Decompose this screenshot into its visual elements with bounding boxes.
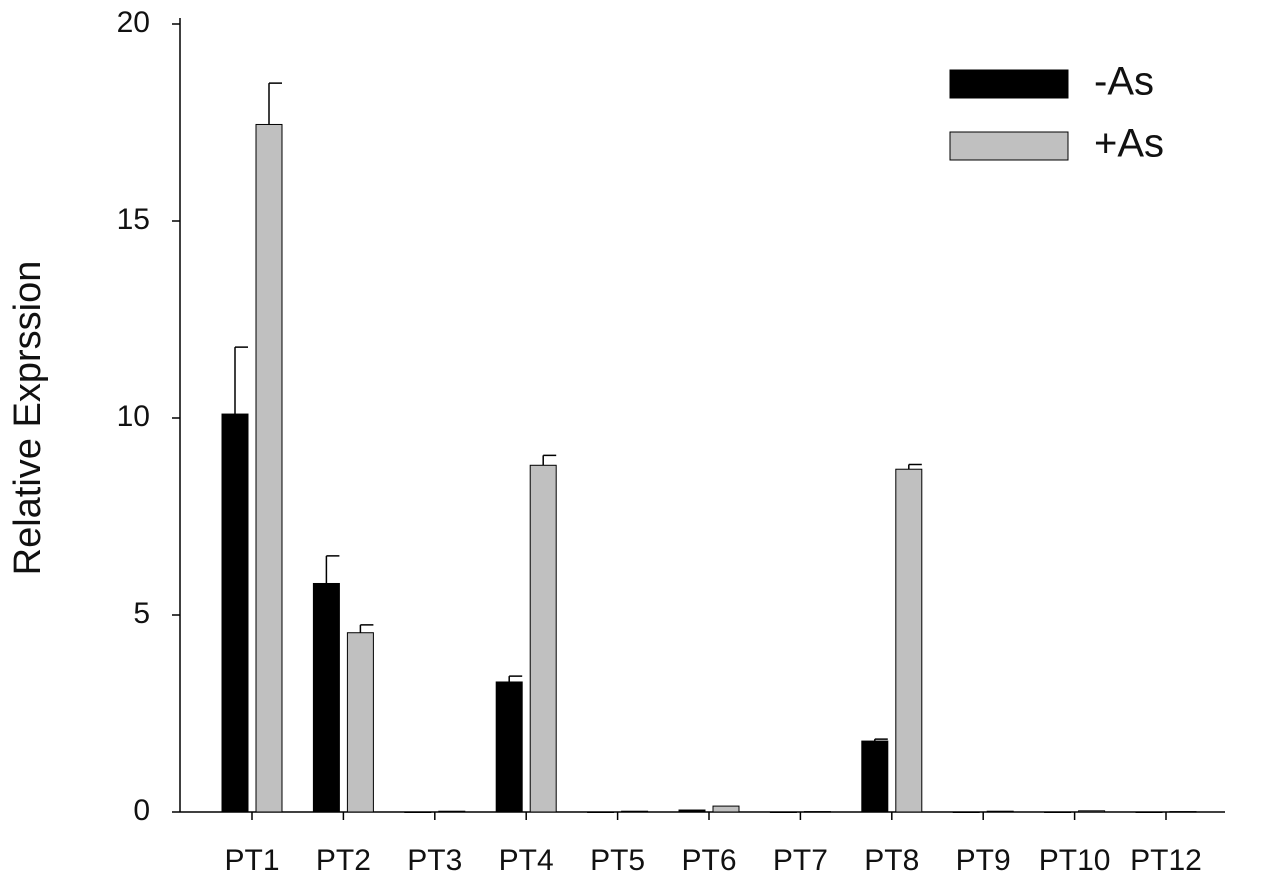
bar	[495, 681, 523, 813]
y-tick-label: 20	[117, 6, 150, 39]
x-tick-label: PT9	[956, 844, 1011, 877]
legend-label: +As	[1094, 122, 1164, 166]
bar	[346, 632, 374, 813]
x-tick-label: PT5	[590, 844, 645, 877]
y-tick-label: 5	[133, 597, 150, 630]
bar	[404, 811, 432, 813]
x-tick-label: PT1	[224, 844, 279, 877]
bar	[895, 468, 923, 813]
error-bar	[268, 82, 282, 125]
x-tick-label: PT3	[407, 844, 462, 877]
x-tick-label: PT7	[773, 844, 828, 877]
bar	[529, 464, 557, 813]
error-bar	[508, 675, 523, 682]
bar	[712, 805, 740, 813]
y-axis-label: Relative Exprssion	[7, 261, 49, 576]
error-bar	[234, 346, 248, 415]
error-bar	[542, 454, 557, 466]
x-tick-label: PT4	[499, 844, 554, 877]
x-tick-label: PT6	[681, 844, 736, 877]
bar	[312, 582, 340, 813]
bar	[587, 811, 615, 813]
x-tick-label: PT8	[864, 844, 919, 877]
bar	[986, 810, 1014, 813]
error-bar	[359, 624, 374, 633]
bar	[952, 811, 980, 813]
error-bar	[908, 463, 922, 470]
y-tick-label: 10	[117, 400, 150, 433]
legend-swatch	[949, 131, 1069, 161]
bar	[1135, 811, 1163, 813]
x-tick-label: PT12	[1130, 844, 1202, 877]
x-tick-label: PT10	[1039, 844, 1111, 877]
bar	[769, 811, 797, 813]
bar	[861, 740, 889, 813]
bar	[678, 809, 706, 813]
legend-label: -As	[1094, 60, 1154, 104]
bar	[221, 413, 249, 813]
bar	[255, 123, 283, 813]
bar	[1169, 811, 1197, 813]
bar	[1044, 811, 1072, 813]
bar	[803, 811, 831, 813]
error-bar	[325, 555, 340, 584]
bar	[621, 810, 649, 813]
x-tick-label: PT2	[316, 844, 371, 877]
legend-swatch	[949, 69, 1069, 99]
bar	[1078, 810, 1106, 813]
y-tick-label: 0	[133, 794, 150, 827]
y-tick-label: 15	[117, 203, 150, 236]
bar	[438, 810, 466, 813]
